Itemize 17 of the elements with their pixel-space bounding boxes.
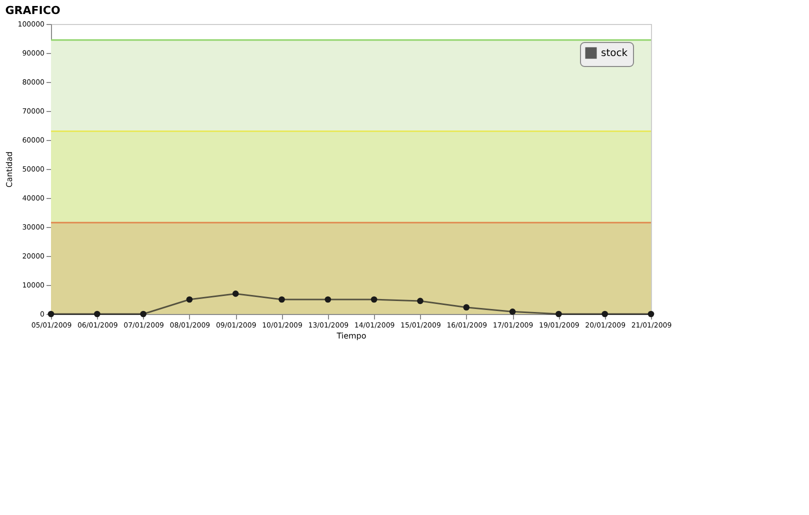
point [556, 310, 562, 318]
point [324, 296, 332, 303]
chart-title: GRAFICO [5, 4, 60, 17]
point [278, 296, 285, 303]
point [648, 310, 654, 318]
x-axis-title: Tiempo [336, 332, 366, 340]
legend-label: stock [601, 48, 628, 59]
point [370, 296, 378, 303]
point [186, 296, 193, 303]
point [140, 310, 146, 318]
point [94, 310, 100, 318]
y-axis-title: Cantidad [4, 152, 14, 188]
point [417, 298, 424, 304]
point [509, 308, 516, 315]
point [602, 310, 608, 318]
point [232, 290, 239, 297]
point [463, 304, 470, 310]
